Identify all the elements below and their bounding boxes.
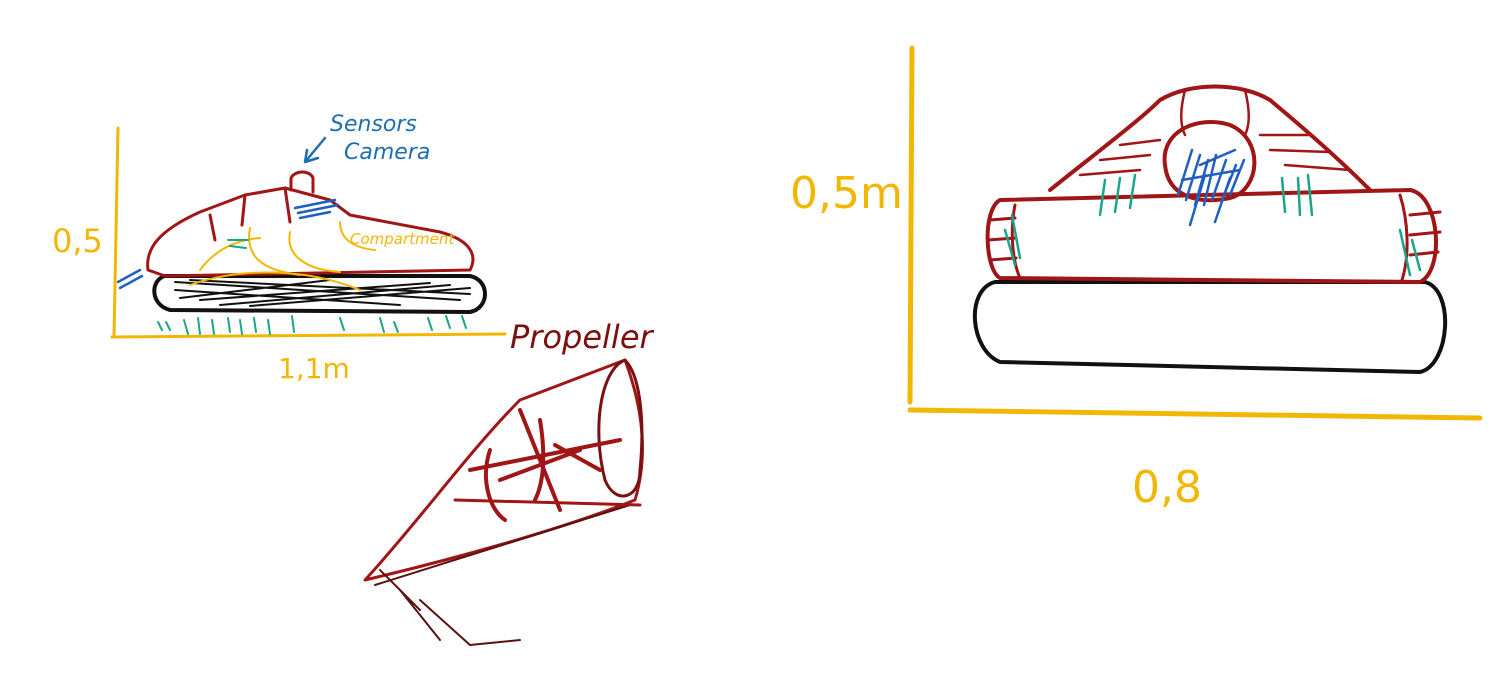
propeller-ring — [597, 358, 644, 498]
front-top-dome — [1048, 84, 1372, 192]
side-view — [110, 126, 507, 339]
front-skirt — [973, 280, 1447, 374]
front-airflow-marks — [1003, 173, 1422, 277]
front-height-axis — [907, 45, 915, 405]
side-sensor-arrow — [303, 136, 327, 164]
propeller-label: Propeller — [510, 318, 653, 356]
side-skirt — [152, 274, 487, 314]
side-compartment-lines — [189, 221, 376, 291]
propeller-axis — [453, 498, 642, 507]
side-sensor-dome — [289, 170, 315, 194]
front-width-label: 0,8 — [1132, 462, 1202, 513]
side-airflow-marks — [157, 239, 467, 335]
propeller-sketch — [363, 358, 644, 646]
side-length-axis — [110, 332, 507, 339]
front-height-label: 0,5m — [790, 168, 903, 219]
front-view — [907, 45, 1483, 421]
side-sensor-marks — [116, 198, 340, 290]
propeller-hull-edge — [374, 504, 631, 646]
front-camera-scribble — [1176, 148, 1246, 227]
sensors-annotation: Sensors — [330, 112, 417, 137]
front-side-pods — [986, 193, 1442, 282]
side-hull-divider — [208, 186, 292, 242]
compartment-annotation: Compartment — [350, 230, 455, 248]
side-length-label: 1,1m — [278, 352, 350, 385]
front-lower-body — [985, 188, 1438, 284]
side-height-axis — [112, 126, 120, 339]
propeller-blades — [468, 408, 622, 522]
camera-annotation: Camera — [344, 140, 431, 165]
front-width-axis — [907, 407, 1483, 421]
front-dome-ribs — [1078, 88, 1352, 177]
side-height-label: 0,5 — [52, 222, 103, 260]
